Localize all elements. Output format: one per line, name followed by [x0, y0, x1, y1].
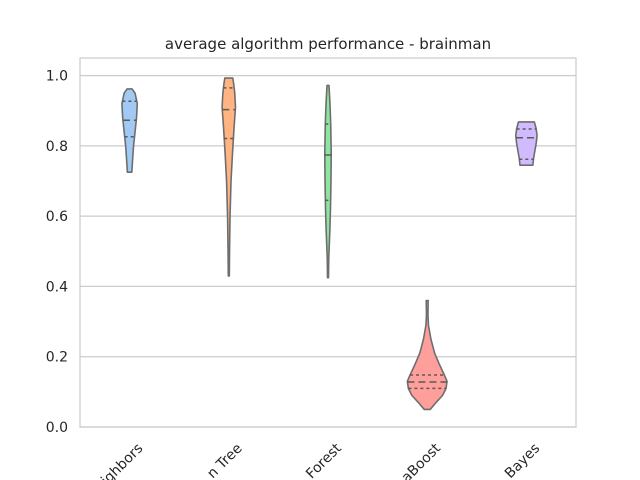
chart-title: average algorithm performance - brainman	[165, 35, 491, 53]
x-tick-label: Forest	[303, 440, 345, 480]
plot-frame	[79, 57, 577, 428]
x-tick-label: Bayes	[502, 441, 543, 480]
y-tick-label: 0.4	[46, 279, 68, 295]
x-tick-label: ighbors	[98, 441, 146, 480]
y-axis-ticks: 0.0 0.2 0.4 0.6 0.8 1.0	[46, 69, 68, 436]
y-tick-label: 0.2	[46, 350, 68, 366]
violins	[121, 77, 538, 411]
y-tick-label: 0.8	[46, 139, 68, 155]
violin-body	[323, 84, 333, 279]
x-tick-label: n Tree	[204, 441, 245, 480]
x-tick-label: aBoost	[399, 440, 445, 480]
violin-body	[514, 121, 538, 166]
violin-body	[221, 77, 237, 277]
y-tick-label: 0.6	[46, 209, 68, 225]
x-axis-ticks: ighbors n Tree Forest aBoost Bayes	[98, 440, 543, 480]
y-tick-label: 1.0	[46, 69, 68, 85]
violin-body	[406, 299, 448, 411]
violin-body	[121, 88, 139, 174]
y-tick-label: 0.0	[46, 420, 68, 436]
